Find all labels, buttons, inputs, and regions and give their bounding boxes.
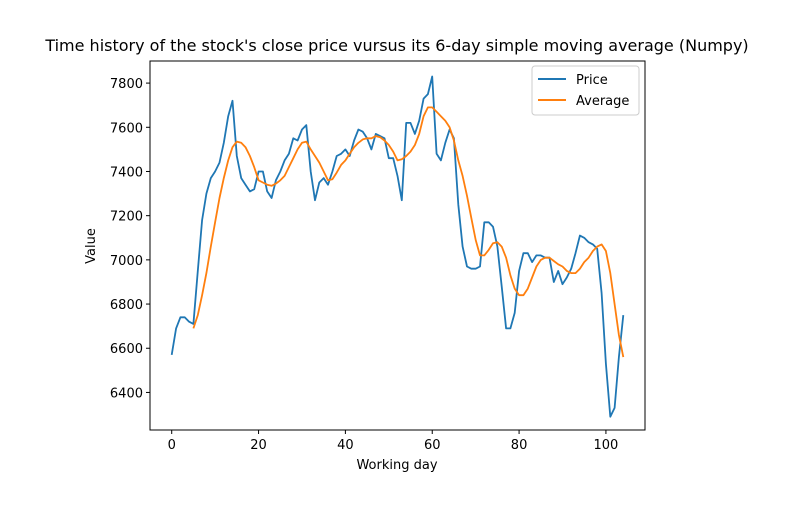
legend-label-price: Price [576, 73, 608, 88]
x-tick-label: 40 [337, 438, 354, 453]
x-axis-label: Working day [356, 458, 437, 473]
x-tick-label: 20 [250, 438, 267, 453]
legend: Price Average [531, 65, 640, 116]
y-axis-label: Value [84, 228, 99, 264]
series-layer [170, 75, 625, 418]
y-tick-label: 7000 [110, 254, 143, 269]
legend-label-average: Average [576, 94, 629, 109]
y-tick-label: 7400 [110, 165, 143, 180]
x-axis: 0 20 40 60 80 100 [168, 430, 619, 453]
y-tick-label: 7600 [110, 121, 143, 136]
plot-area [149, 60, 646, 431]
series-line-price [170, 75, 625, 418]
y-tick-label: 7200 [110, 210, 143, 225]
chart-title: Time history of the stock's close price … [44, 36, 748, 55]
y-tick-label: 6400 [110, 386, 143, 401]
x-tick-label: 60 [424, 438, 441, 453]
series-line-average [192, 106, 625, 358]
y-tick-label: 7800 [110, 77, 143, 92]
y-tick-label: 6800 [110, 298, 143, 313]
x-tick-label: 80 [511, 438, 528, 453]
x-tick-label: 100 [594, 438, 619, 453]
y-tick-label: 6600 [110, 342, 143, 357]
y-axis: 6400 6600 6800 7000 7200 7400 7600 7800 [110, 77, 150, 401]
x-tick-label: 0 [168, 438, 176, 453]
